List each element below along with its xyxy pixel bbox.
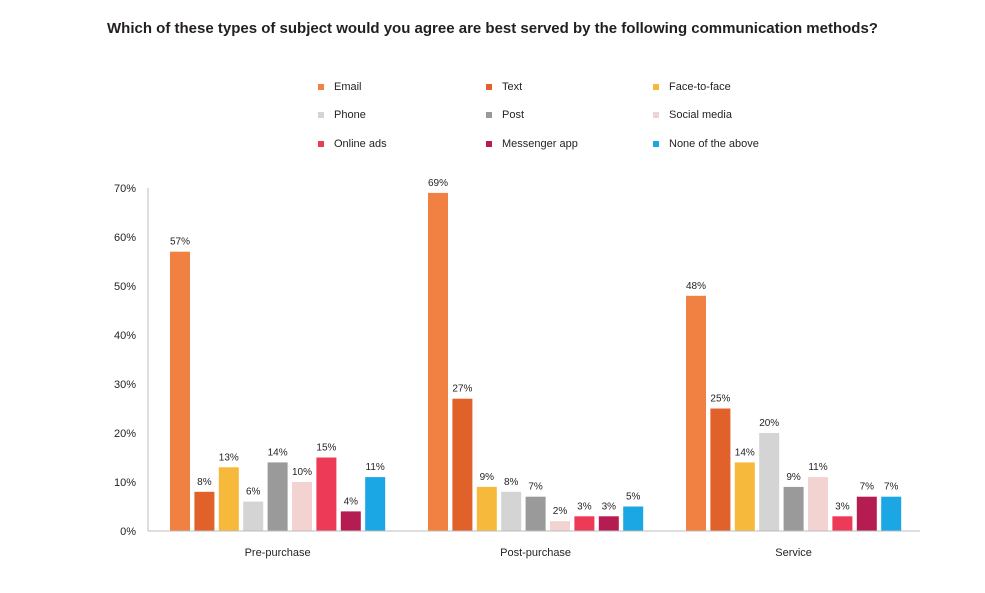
y-tick-label: 0%	[120, 526, 136, 538]
data-label: 8%	[197, 477, 212, 488]
x-tick-label: Pre-purchase	[245, 547, 311, 559]
bar	[267, 462, 288, 531]
y-tick-label: 30%	[114, 379, 136, 391]
legend-swatch	[486, 84, 492, 90]
legend-label: Messenger app	[502, 138, 578, 150]
y-tick-label: 20%	[114, 428, 136, 440]
data-label: 7%	[884, 482, 899, 493]
y-tick-label: 60%	[114, 232, 136, 244]
bar	[170, 251, 190, 531]
legend-swatch	[486, 141, 492, 147]
legend-swatch	[486, 112, 492, 118]
y-axis: 0% 10% 20% 30% 40% 50% 60% 70%	[114, 183, 149, 538]
legend-swatch	[318, 112, 324, 118]
data-label: 11%	[808, 462, 827, 473]
data-label: 6%	[246, 487, 261, 498]
bar	[881, 496, 902, 531]
legend-swatch	[318, 141, 324, 147]
y-tick-label: 40%	[114, 330, 136, 342]
legend-label: Face-to-face	[669, 81, 731, 93]
data-label: 7%	[860, 482, 875, 493]
legend-label: Email	[334, 81, 362, 93]
bar	[218, 467, 239, 531]
bar	[550, 521, 570, 531]
bar	[476, 486, 497, 531]
data-label: 3%	[602, 501, 617, 512]
legend-label: Social media	[669, 109, 733, 121]
bar	[783, 486, 804, 531]
legend-swatch	[653, 84, 659, 90]
legend-swatch	[653, 141, 659, 147]
bar	[243, 501, 264, 531]
data-label: 13%	[219, 452, 239, 463]
bar	[686, 295, 706, 531]
data-label: 3%	[577, 501, 592, 512]
bar	[856, 496, 877, 531]
legend-label: Text	[502, 81, 522, 93]
data-label: 7%	[528, 482, 543, 493]
legend-label: Online ads	[334, 138, 387, 150]
bar	[501, 491, 522, 531]
bar	[832, 516, 853, 531]
bars: 57% 8% 13% 6% 14% 10% 15% 4% 11% 69% 27% 9% 8% 7% 2% 3%…	[170, 178, 902, 531]
y-tick-label: 50%	[114, 281, 136, 293]
bar	[710, 408, 731, 531]
data-label: 5%	[626, 492, 641, 503]
data-label: 20%	[759, 418, 779, 429]
bar	[808, 477, 828, 531]
bar	[598, 516, 619, 531]
legend-swatch	[653, 112, 659, 118]
bar	[452, 398, 473, 531]
data-label: 14%	[735, 447, 755, 458]
x-tick-label: Service	[775, 547, 812, 559]
bar	[574, 516, 595, 531]
data-label: 10%	[292, 467, 312, 478]
bar	[525, 496, 546, 531]
legend-label: Phone	[334, 109, 366, 121]
y-tick-label: 70%	[114, 183, 136, 195]
y-tick-label: 10%	[114, 477, 136, 489]
data-label: 9%	[480, 472, 495, 483]
data-label: 4%	[344, 496, 359, 507]
data-label: 11%	[366, 462, 385, 473]
bar	[623, 506, 644, 531]
data-label: 8%	[504, 477, 519, 488]
bar	[340, 511, 361, 531]
bar	[428, 192, 448, 531]
bar	[194, 491, 215, 531]
legend: Email Text Face-to-face Phone Post Social med…	[318, 81, 759, 150]
bar	[365, 477, 386, 531]
chart-title: Which of these types of subject would yo…	[107, 20, 878, 37]
data-label: 15%	[316, 443, 336, 454]
data-label: 48%	[686, 281, 706, 292]
data-label: 3%	[835, 501, 850, 512]
x-axis: Pre-purchase Post-purchase Service	[148, 530, 920, 559]
bar	[292, 482, 312, 531]
bar	[759, 433, 780, 531]
bar	[734, 462, 755, 531]
data-label: 14%	[268, 447, 288, 458]
legend-swatch	[318, 84, 324, 90]
data-label: 2%	[553, 506, 568, 517]
legend-label: None of the above	[669, 138, 759, 150]
data-label: 25%	[710, 394, 730, 405]
legend-label: Post	[502, 109, 524, 121]
data-label: 57%	[170, 237, 190, 248]
data-label: 27%	[452, 384, 472, 395]
x-tick-label: Post-purchase	[500, 547, 571, 559]
data-label: 9%	[786, 472, 801, 483]
bar	[316, 457, 337, 531]
data-label: 69%	[428, 178, 448, 189]
